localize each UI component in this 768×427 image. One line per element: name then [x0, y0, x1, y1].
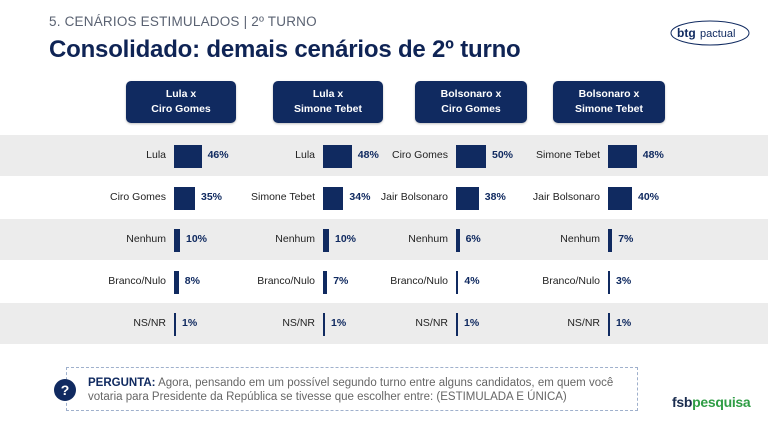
- data-bar: [174, 228, 180, 252]
- scenario-header: Bolsonaro x Ciro Gomes: [415, 81, 527, 123]
- data-bar: [456, 228, 460, 252]
- category-label: Branco/Nulo: [257, 275, 315, 287]
- question-label: PERGUNTA:: [88, 377, 156, 389]
- data-bar: [323, 270, 328, 294]
- category-label: Nenhum: [126, 233, 166, 245]
- category-label: Simone Tebet: [250, 191, 315, 203]
- section-kicker: 5. CENÁRIOS ESTIMULADOS | 2º TURNO: [49, 14, 317, 29]
- category-label: Nenhum: [408, 233, 448, 245]
- category-label: NS/NR: [282, 317, 315, 329]
- category-label: Lula: [146, 149, 166, 161]
- data-bar: [323, 186, 344, 210]
- page-title: Consolidado: demais cenários de 2º turno: [49, 36, 521, 63]
- value-label: 7%: [618, 233, 634, 245]
- scenario-header: Lula x Simone Tebet: [273, 81, 383, 123]
- fsb-pesquisa-logo: fsbpesquisa: [672, 394, 751, 410]
- data-bar: [608, 270, 610, 294]
- data-bar: [174, 144, 202, 168]
- data-bar: [608, 312, 610, 336]
- value-label: 1%: [616, 317, 632, 329]
- scenario-header-line: Bolsonaro x: [440, 88, 502, 100]
- scenario-header: Lula x Ciro Gomes: [126, 81, 236, 123]
- category-label: NS/NR: [415, 317, 448, 329]
- category-label: Jair Bolsonaro: [380, 191, 448, 203]
- category-label: Nenhum: [560, 233, 600, 245]
- category-label: Lula: [295, 149, 315, 161]
- value-label: 50%: [492, 149, 514, 161]
- data-bar: [456, 144, 486, 168]
- logo-light-text: pactual: [700, 28, 735, 40]
- value-label: 10%: [186, 233, 208, 245]
- value-label: 35%: [201, 191, 223, 203]
- data-bar: [456, 312, 458, 336]
- brand-part2: pesquisa: [692, 394, 751, 410]
- data-bar: [608, 228, 613, 252]
- data-bar: [323, 144, 352, 168]
- row-band: [0, 303, 768, 344]
- row-band: [0, 135, 768, 176]
- value-label: 46%: [207, 149, 229, 161]
- scenario-header-line: Ciro Gomes: [151, 103, 211, 115]
- value-label: 4%: [464, 275, 480, 287]
- category-label: Ciro Gomes: [391, 149, 448, 161]
- category-label: Jair Bolsonaro: [532, 191, 600, 203]
- value-label: 6%: [465, 233, 481, 245]
- value-label: 1%: [331, 317, 347, 329]
- data-bar: [174, 312, 176, 336]
- btg-pactual-logo: btg pactual: [670, 20, 750, 46]
- scenario-header-line: Simone Tebet: [293, 103, 363, 115]
- data-bar: [608, 186, 632, 210]
- data-bar: [174, 186, 195, 210]
- value-label: 1%: [182, 317, 198, 329]
- data-bar: [323, 228, 329, 252]
- value-label: 1%: [464, 317, 480, 329]
- scenario-header: Bolsonaro x Simone Tebet: [553, 81, 665, 123]
- data-bar: [456, 270, 459, 294]
- question-text: PERGUNTA: Agora, pensando em um possível…: [88, 376, 628, 404]
- scenario-header-line: Ciro Gomes: [441, 103, 501, 115]
- value-label: 38%: [484, 191, 506, 203]
- category-label: NS/NR: [133, 317, 166, 329]
- value-label: 10%: [335, 233, 357, 245]
- row-band: [0, 219, 768, 260]
- logo-bold-text: btg: [677, 26, 696, 40]
- value-label: 48%: [357, 149, 379, 161]
- value-label: 48%: [642, 149, 664, 161]
- value-label: 3%: [616, 275, 632, 287]
- value-label: 40%: [638, 191, 660, 203]
- category-label: Branco/Nulo: [542, 275, 600, 287]
- category-label: Simone Tebet: [535, 149, 600, 161]
- value-label: 7%: [333, 275, 349, 287]
- question-icon: ?: [54, 379, 76, 401]
- value-label: 8%: [184, 275, 200, 287]
- scenario-header-line: Simone Tebet: [574, 103, 644, 115]
- scenario-header-line: Lula x: [165, 88, 197, 100]
- category-label: Ciro Gomes: [109, 191, 166, 203]
- brand-part1: fsb: [672, 394, 693, 410]
- data-bar: [323, 312, 325, 336]
- data-bar: [608, 144, 637, 168]
- category-label: Branco/Nulo: [108, 275, 166, 287]
- question-body: Agora, pensando em um possível segundo t…: [88, 377, 614, 403]
- scenario-header-line: Bolsonaro x: [578, 88, 640, 100]
- value-label: 34%: [349, 191, 371, 203]
- data-bar: [456, 186, 479, 210]
- category-label: Nenhum: [275, 233, 315, 245]
- data-bar: [174, 270, 179, 294]
- category-label: Branco/Nulo: [390, 275, 448, 287]
- category-label: NS/NR: [567, 317, 600, 329]
- scenario-header-line: Lula x: [312, 88, 344, 100]
